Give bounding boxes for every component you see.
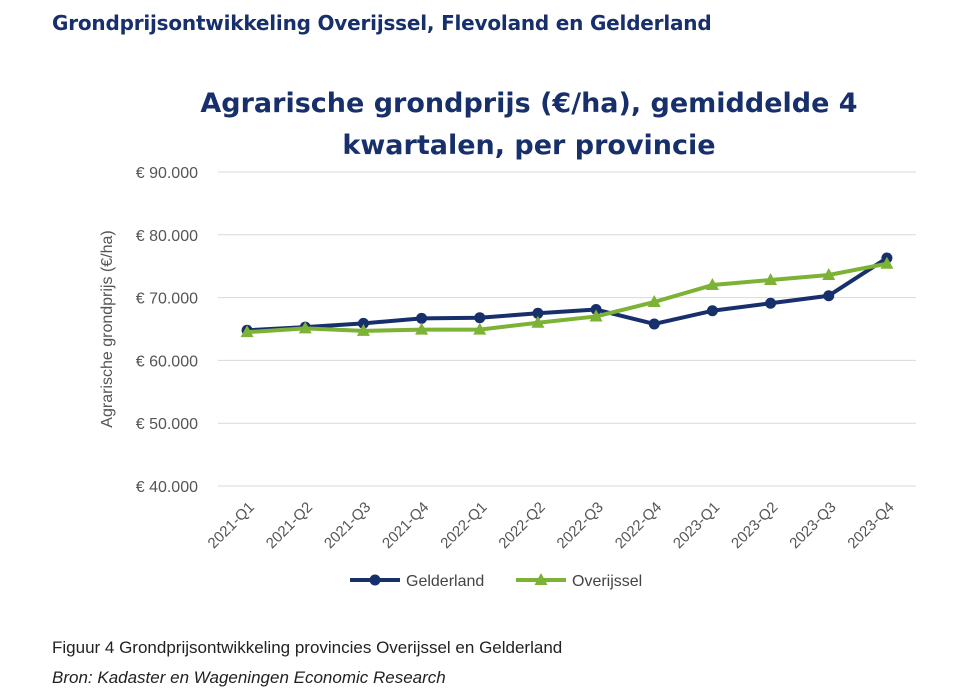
data-point-gelderland	[357, 317, 369, 329]
data-point-overijssel	[240, 325, 254, 338]
data-point-overijssel	[880, 256, 894, 269]
y-tick-label: € 80.000	[136, 228, 198, 245]
figure-caption: Figuur 4 Grondprijsontwikkeling provinci…	[52, 638, 563, 657]
chart-title-line: Agrarische grondprijs (€/ha), gemiddelde…	[200, 88, 857, 119]
data-point-gelderland	[532, 307, 544, 319]
chart-title-line: kwartalen, per provincie	[342, 130, 715, 161]
data-point-overijssel	[589, 309, 603, 322]
x-tick-label: 2021-Q2	[263, 499, 316, 552]
data-point-overijssel	[764, 273, 778, 286]
legend-marker-overijssel	[534, 573, 548, 585]
legend-label-gelderland: Gelderland	[406, 573, 484, 590]
data-point-overijssel	[415, 322, 429, 335]
data-point-overijssel	[356, 323, 370, 336]
y-tick-label: € 60.000	[136, 353, 198, 370]
data-point-gelderland	[706, 305, 718, 317]
x-tick-label: 2023-Q1	[670, 499, 723, 552]
y-tick-label: € 90.000	[136, 165, 198, 182]
x-tick-label: 2021-Q1	[205, 499, 258, 552]
data-point-gelderland	[648, 318, 660, 330]
series-line-gelderland	[245, 256, 889, 333]
x-tick-label: 2021-Q3	[321, 499, 374, 552]
line-chart: Agrarische grondprijs (€/ha), gemiddelde…	[99, 88, 916, 590]
y-tick-label: € 50.000	[136, 416, 198, 433]
y-tick-label: € 40.000	[136, 479, 198, 496]
data-point-gelderland	[823, 290, 835, 302]
x-tick-label: 2022-Q4	[612, 499, 665, 552]
chart-container: Agrarische grondprijs (€/ha), gemiddelde…	[0, 70, 978, 610]
legend-marker-gelderland	[369, 574, 381, 586]
page-heading: Grondprijsontwikkeling Overijssel, Flevo…	[52, 11, 712, 35]
figure-source: Bron: Kadaster en Wageningen Economic Re…	[52, 668, 446, 687]
y-axis-label: Agrarische grondprijs (€/ha)	[99, 230, 116, 427]
data-point-overijssel	[531, 315, 545, 328]
data-point-gelderland	[765, 297, 777, 309]
data-point-overijssel	[647, 294, 661, 307]
x-tick-label: 2021-Q4	[379, 499, 432, 552]
x-tick-label: 2023-Q2	[728, 499, 781, 552]
data-point-overijssel	[705, 278, 719, 291]
x-tick-label: 2022-Q3	[554, 499, 607, 552]
legend-label-overijssel: Overijssel	[572, 573, 642, 590]
x-tick-label: 2023-Q4	[844, 499, 897, 552]
data-point-overijssel	[298, 321, 312, 334]
x-tick-label: 2022-Q1	[437, 499, 490, 552]
series-line-overijssel	[245, 261, 889, 335]
x-tick-label: 2022-Q2	[495, 499, 548, 552]
y-tick-label: € 70.000	[136, 291, 198, 308]
data-point-gelderland	[416, 312, 428, 324]
data-point-overijssel	[822, 267, 836, 280]
data-point-overijssel	[473, 322, 487, 335]
data-point-gelderland	[474, 312, 486, 324]
x-tick-label: 2023-Q3	[786, 499, 839, 552]
